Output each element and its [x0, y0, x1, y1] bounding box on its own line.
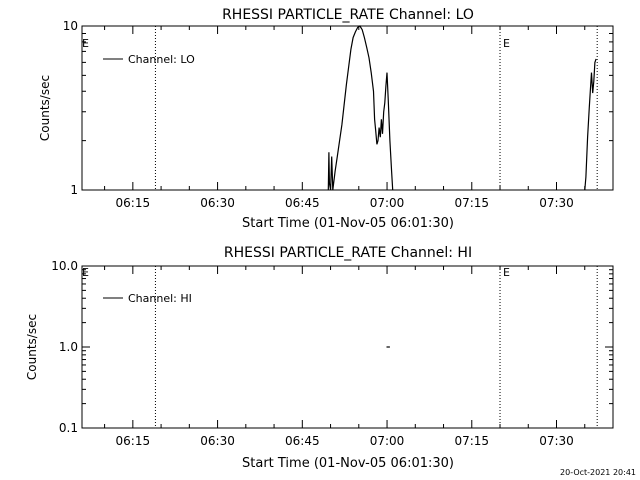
- x-tick-label: 06:30: [200, 196, 235, 210]
- x-tick-label: 07:00: [370, 196, 405, 210]
- event-label: E: [503, 37, 510, 50]
- x-tick-label: 07:00: [370, 434, 405, 448]
- x-tick-label: 06:15: [116, 434, 151, 448]
- chart-panel-lo: RHESSI PARTICLE_RATE Channel: LO Start T…: [38, 7, 614, 231]
- x-tick-label: 07:15: [454, 434, 489, 448]
- y-tick-label: 0.1: [59, 421, 78, 435]
- x-tick-label: 06:30: [200, 434, 235, 448]
- legend-label: Channel: LO: [128, 53, 195, 66]
- y-axis-label: Counts/sec: [38, 75, 52, 141]
- y-axis-label: Counts/sec: [25, 314, 39, 380]
- x-tick-label: 07:15: [454, 196, 489, 210]
- chart-title: RHESSI PARTICLE_RATE Channel: HI: [224, 245, 472, 261]
- event-label: E: [503, 266, 510, 279]
- y-tick-label: 10: [63, 19, 78, 33]
- y-tick-label: 1.0: [59, 340, 78, 354]
- event-label-left: E: [82, 37, 89, 50]
- x-tick-label: 06:45: [285, 196, 320, 210]
- chart-panel-hi: RHESSI PARTICLE_RATE Channel: HI Start T…: [25, 245, 614, 471]
- event-label-left: E: [82, 266, 89, 279]
- y-tick-label: 1: [70, 183, 78, 197]
- series-line: [327, 25, 394, 191]
- x-axis-label: Start Time (01-Nov-05 06:01:30): [242, 216, 454, 231]
- series-line: [584, 58, 597, 191]
- x-axis-label: Start Time (01-Nov-05 06:01:30): [242, 456, 454, 471]
- legend: Channel: HI: [103, 292, 192, 305]
- chart-title: RHESSI PARTICLE_RATE Channel: LO: [222, 7, 474, 23]
- legend: Channel: LO: [103, 53, 195, 66]
- legend-label: Channel: HI: [128, 292, 192, 305]
- plot-frame: [81, 25, 614, 191]
- footer-timestamp: 20-Oct-2021 20:41: [560, 468, 636, 477]
- x-tick-label: 07:30: [539, 434, 574, 448]
- x-tick-label: 06:15: [116, 196, 151, 210]
- x-tick-label: 06:45: [285, 434, 320, 448]
- y-tick-label: 10.0: [51, 259, 78, 273]
- x-tick-label: 07:30: [539, 196, 574, 210]
